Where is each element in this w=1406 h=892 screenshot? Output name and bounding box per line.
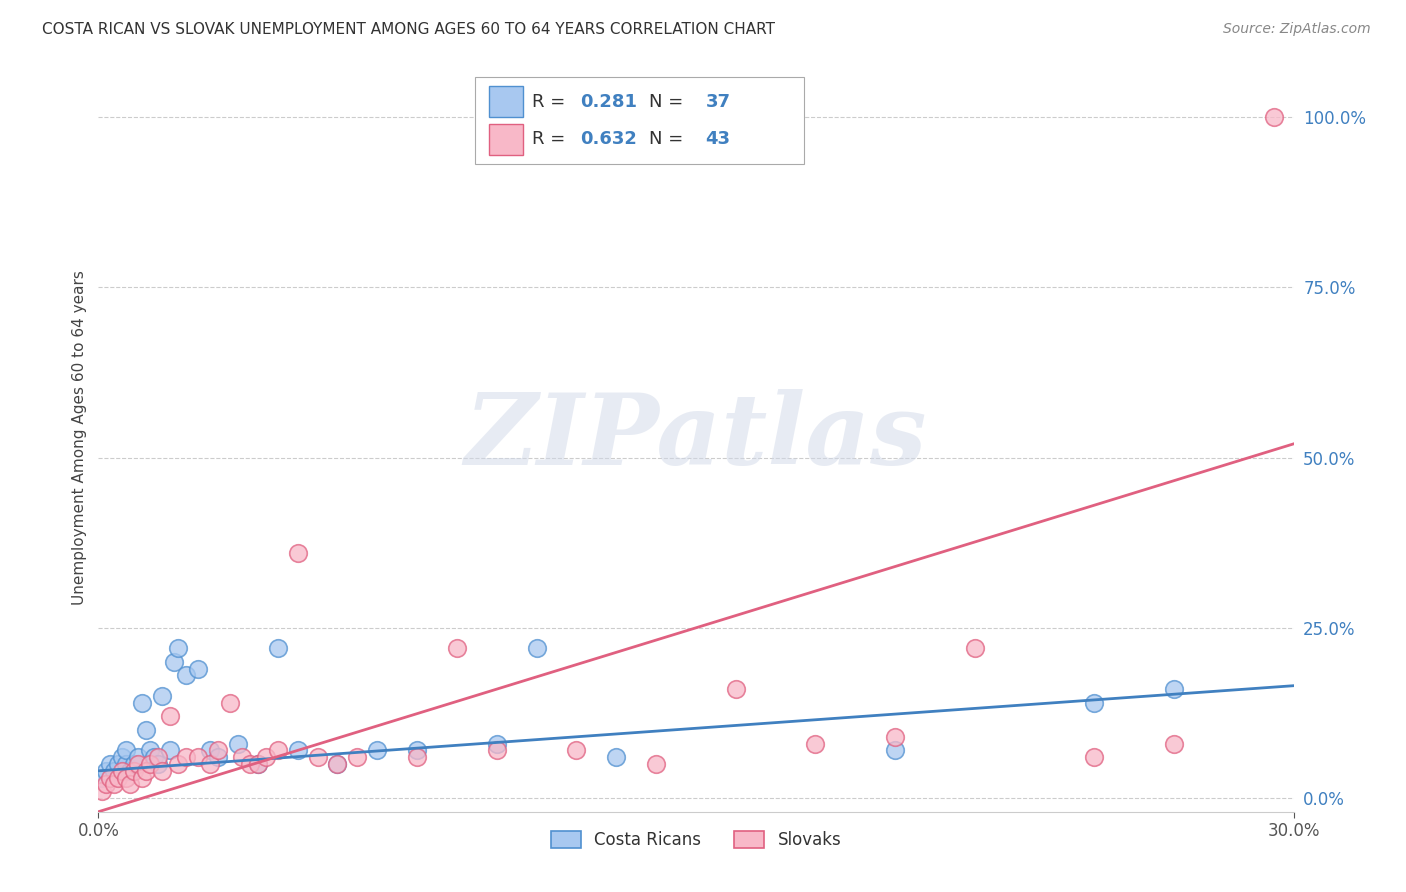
Point <box>139 743 162 757</box>
Point <box>148 750 170 764</box>
Point <box>226 737 249 751</box>
Point <box>207 743 229 757</box>
Point <box>605 750 627 764</box>
Point <box>98 771 122 785</box>
Point <box>724 682 747 697</box>
Point <box>143 750 166 764</box>
Point <box>645 757 668 772</box>
Point <box>131 696 153 710</box>
Text: 37: 37 <box>706 93 731 111</box>
Point <box>287 743 309 757</box>
Point <box>326 757 349 772</box>
Point <box>366 743 388 757</box>
Point <box>98 757 122 772</box>
Text: ZIPatlas: ZIPatlas <box>465 389 927 485</box>
Point <box>159 709 181 723</box>
Point <box>111 764 134 778</box>
Point <box>91 771 114 785</box>
Point <box>135 764 157 778</box>
Point <box>115 743 138 757</box>
Point <box>239 757 262 772</box>
Point <box>91 784 114 798</box>
Point <box>326 757 349 772</box>
Point <box>884 743 907 757</box>
Text: 43: 43 <box>706 130 731 148</box>
Point <box>174 750 197 764</box>
Bar <box>489 87 523 117</box>
Text: Source: ZipAtlas.com: Source: ZipAtlas.com <box>1223 22 1371 37</box>
Point <box>103 777 125 791</box>
Text: R =: R = <box>533 130 571 148</box>
Point <box>287 546 309 560</box>
Point <box>167 757 190 772</box>
Point <box>107 757 129 772</box>
Point <box>485 737 508 751</box>
Point <box>139 757 162 772</box>
Point <box>120 764 142 778</box>
Point <box>884 730 907 744</box>
Point <box>120 777 142 791</box>
Point <box>148 757 170 772</box>
Point <box>231 750 253 764</box>
Point <box>254 750 277 764</box>
Point <box>1263 110 1285 124</box>
Point <box>167 641 190 656</box>
Point <box>150 689 173 703</box>
Point <box>187 750 209 764</box>
Point <box>107 771 129 785</box>
Point <box>565 743 588 757</box>
Text: R =: R = <box>533 93 571 111</box>
Y-axis label: Unemployment Among Ages 60 to 64 years: Unemployment Among Ages 60 to 64 years <box>72 269 87 605</box>
Point <box>267 743 290 757</box>
Point <box>246 757 269 772</box>
Text: 0.632: 0.632 <box>581 130 637 148</box>
Point <box>187 662 209 676</box>
Point <box>307 750 329 764</box>
Point <box>174 668 197 682</box>
Point <box>1083 696 1105 710</box>
Point <box>963 641 986 656</box>
Point <box>1163 682 1185 697</box>
FancyBboxPatch shape <box>475 78 804 163</box>
Point <box>150 764 173 778</box>
Point <box>198 757 221 772</box>
Point <box>219 696 242 710</box>
Point <box>207 750 229 764</box>
Point <box>111 750 134 764</box>
Point <box>96 777 118 791</box>
Point <box>406 743 429 757</box>
Point <box>127 750 149 764</box>
Bar <box>489 124 523 154</box>
Point <box>159 743 181 757</box>
Point <box>96 764 118 778</box>
Point <box>115 757 138 772</box>
Point <box>267 641 290 656</box>
Point <box>198 743 221 757</box>
Point <box>131 771 153 785</box>
Text: 0.281: 0.281 <box>581 93 637 111</box>
Point <box>163 655 186 669</box>
Point <box>1163 737 1185 751</box>
Point <box>115 771 138 785</box>
Point <box>127 757 149 772</box>
Point <box>526 641 548 656</box>
Text: N =: N = <box>650 93 689 111</box>
Point <box>1083 750 1105 764</box>
Point <box>446 641 468 656</box>
Point <box>246 757 269 772</box>
Point <box>124 764 146 778</box>
Point <box>103 764 125 778</box>
Point <box>124 757 146 772</box>
Point <box>346 750 368 764</box>
Point <box>804 737 827 751</box>
Point <box>485 743 508 757</box>
Text: N =: N = <box>650 130 689 148</box>
Legend: Costa Ricans, Slovaks: Costa Ricans, Slovaks <box>544 824 848 855</box>
Point <box>406 750 429 764</box>
Point <box>135 723 157 737</box>
Text: COSTA RICAN VS SLOVAK UNEMPLOYMENT AMONG AGES 60 TO 64 YEARS CORRELATION CHART: COSTA RICAN VS SLOVAK UNEMPLOYMENT AMONG… <box>42 22 775 37</box>
